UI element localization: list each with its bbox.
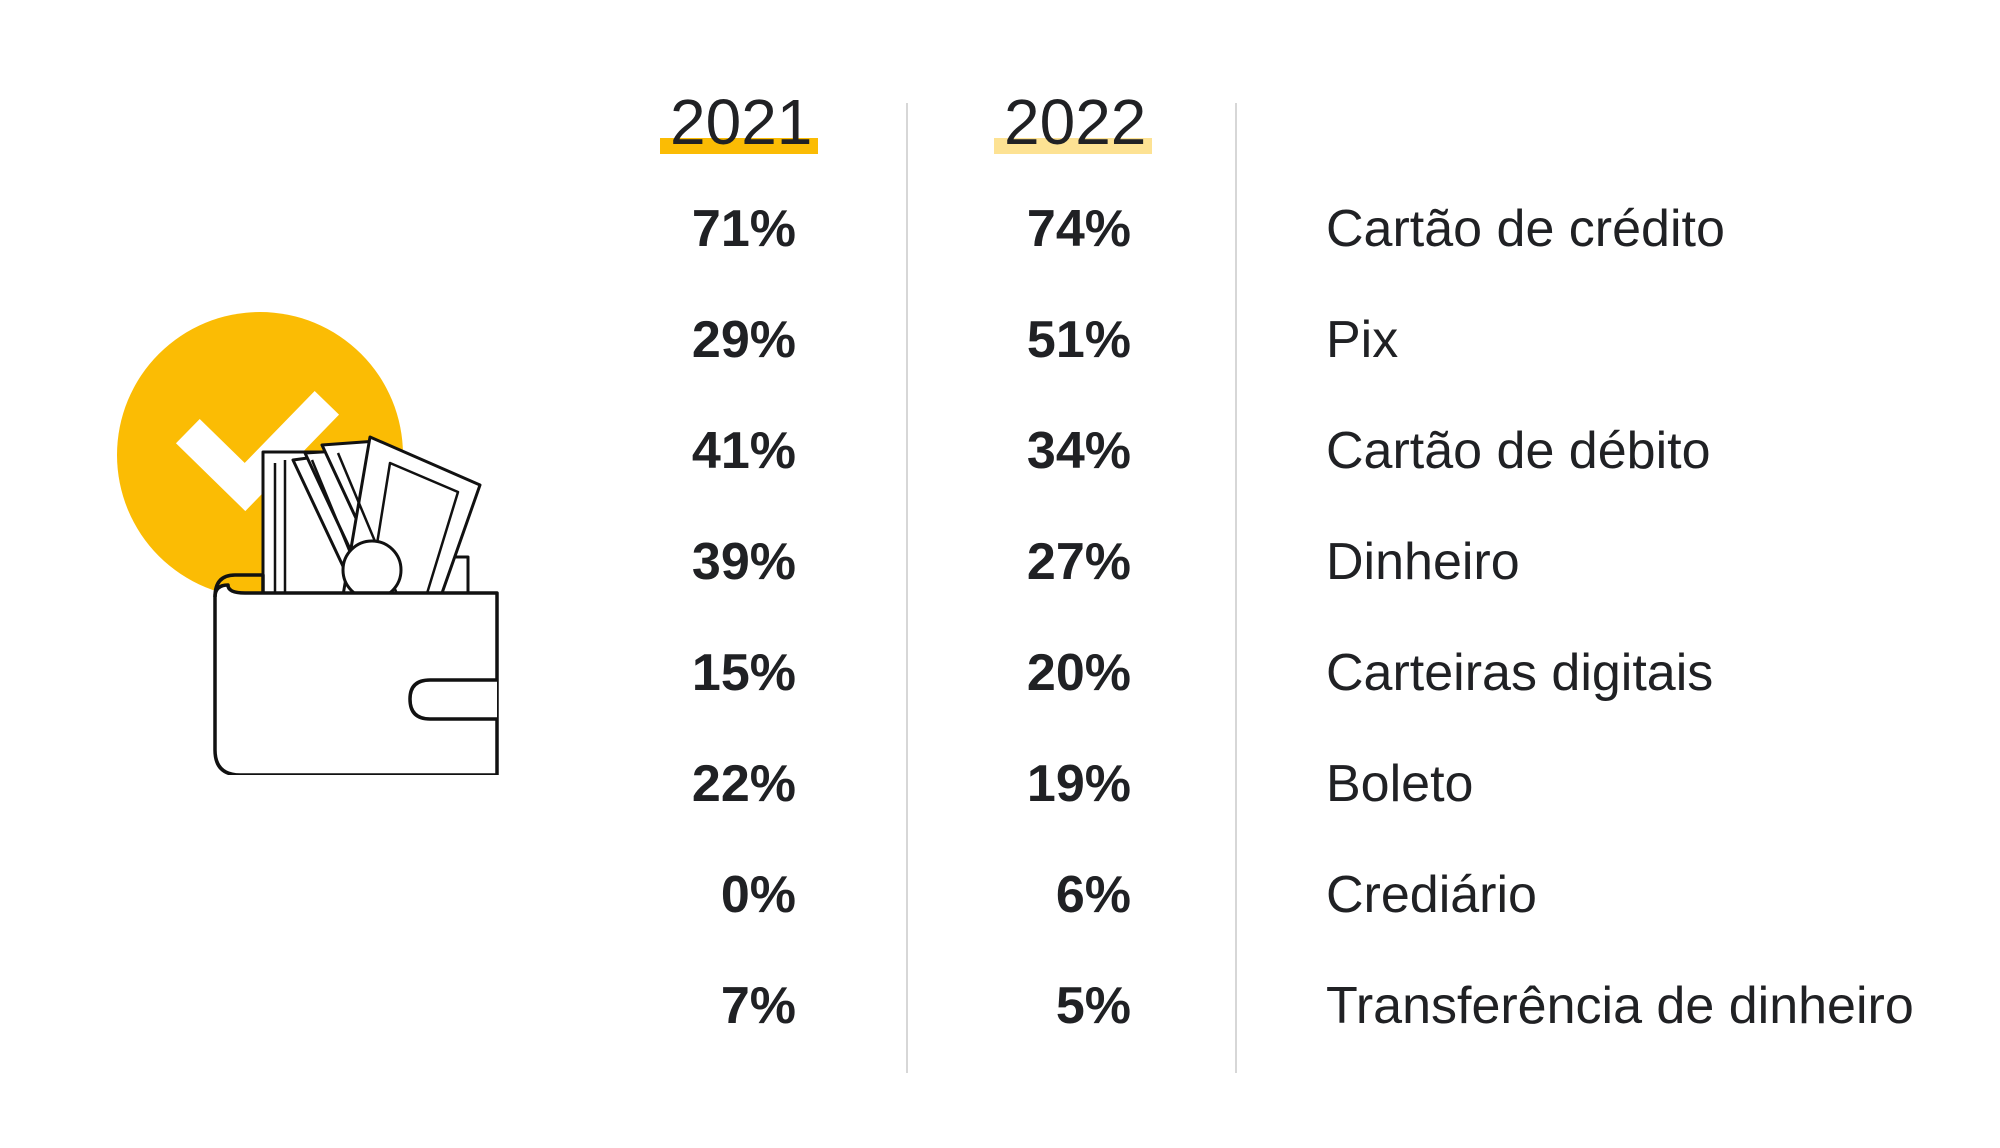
value-2022: 74%	[1026, 200, 1131, 258]
value-2021: 39%	[691, 533, 796, 591]
value-2021: 71%	[691, 200, 796, 258]
header-label-2021: 2021	[670, 86, 813, 158]
column-header-2021: 2021	[660, 82, 818, 162]
header-label-2022: 2022	[1004, 86, 1147, 158]
value-2022: 20%	[1026, 644, 1131, 702]
payment-method-label: Cartão de crédito	[1326, 200, 1725, 258]
column-header-2022: 2022	[994, 82, 1152, 162]
value-2021: 15%	[691, 644, 796, 702]
column-divider	[1235, 103, 1237, 1073]
payment-method-label: Carteiras digitais	[1326, 644, 1714, 702]
value-2022: 5%	[1055, 977, 1131, 1035]
value-2021: 22%	[691, 755, 796, 813]
value-2021: 0%	[720, 866, 796, 924]
table-row: 41% 34% Cartão de débito	[0, 397, 2000, 508]
value-2022: 19%	[1026, 755, 1131, 813]
header-highlight-2022	[994, 138, 1152, 154]
value-2021: 29%	[691, 311, 796, 369]
wallet-illustration	[100, 295, 520, 775]
wallet-icon	[213, 573, 499, 775]
value-2022: 27%	[1026, 533, 1131, 591]
payment-method-label: Dinheiro	[1326, 533, 1520, 591]
table-row: 22% 19% Boleto	[0, 730, 2000, 841]
table-row: 39% 27% Dinheiro	[0, 508, 2000, 619]
payment-method-label: Transferência de dinheiro	[1326, 977, 1914, 1035]
table-row: 15% 20% Carteiras digitais	[0, 619, 2000, 730]
check-icon	[175, 390, 340, 512]
table-row: 7% 5% Transferência de dinheiro	[0, 952, 2000, 1063]
payment-method-label: Cartão de débito	[1326, 422, 1711, 480]
payment-method-label: Crediário	[1326, 866, 1537, 924]
payment-methods-table: 71% 74% Cartão de crédito 29% 51% Pix 41% 34% Ca…	[0, 175, 2000, 1063]
value-2021: 7%	[720, 977, 796, 1035]
value-2021: 41%	[691, 422, 796, 480]
column-divider	[906, 103, 908, 1073]
payment-method-label: Pix	[1326, 311, 1399, 369]
table-row: 71% 74% Cartão de crédito	[0, 175, 2000, 286]
table-row: 29% 51% Pix	[0, 286, 2000, 397]
header-highlight-2021	[660, 138, 818, 154]
value-2022: 51%	[1026, 311, 1131, 369]
table-row: 0% 6% Crediário	[0, 841, 2000, 952]
value-2022: 34%	[1026, 422, 1131, 480]
payment-method-label: Boleto	[1326, 755, 1474, 813]
value-2022: 6%	[1055, 866, 1131, 924]
